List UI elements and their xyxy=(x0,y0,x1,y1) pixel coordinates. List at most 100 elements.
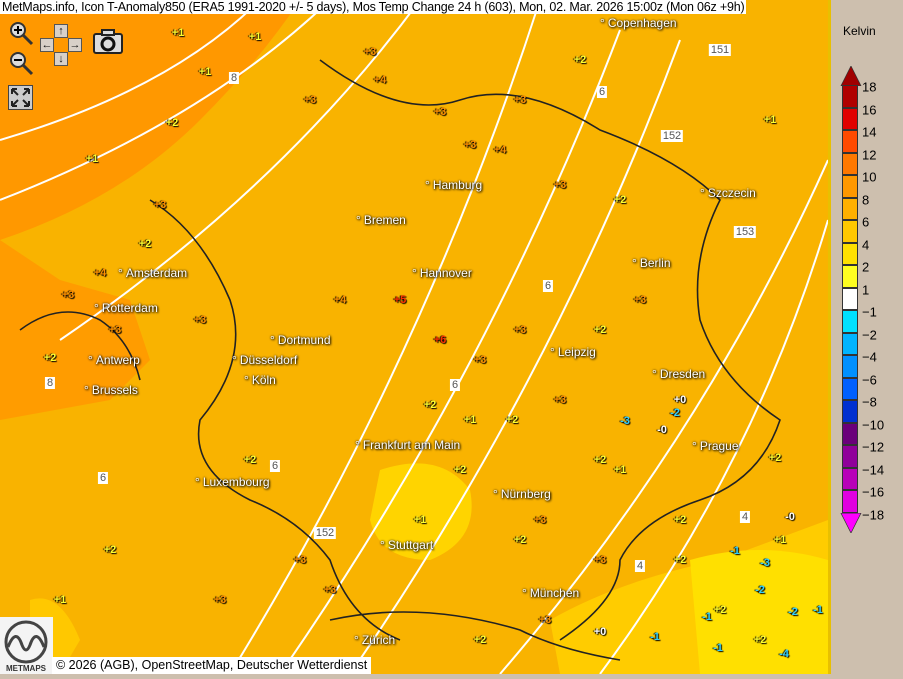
anomaly-value: +2 xyxy=(243,454,257,466)
anomaly-value: +2 xyxy=(673,514,687,526)
legend-tick: −4 xyxy=(862,349,877,365)
anomaly-value: +2 xyxy=(423,399,437,411)
isobar-label: 152 xyxy=(313,527,337,539)
legend-tick: −18 xyxy=(862,507,885,522)
city-label: Prague xyxy=(692,439,739,453)
city-label: Düsseldorf xyxy=(232,353,297,367)
anomaly-value: +2 xyxy=(593,324,607,336)
anomaly-value: +1 xyxy=(413,514,427,526)
isobar-label: 152 xyxy=(660,130,684,142)
anomaly-value: +3 xyxy=(553,394,567,406)
legend-tick: 12 xyxy=(862,147,877,162)
city-label: Luxembourg xyxy=(195,475,270,489)
pan-right-icon[interactable]: → xyxy=(68,38,82,52)
city-label: Szczecin xyxy=(700,186,756,200)
anomaly-value: +2 xyxy=(43,352,57,364)
legend-tick: 8 xyxy=(862,192,870,207)
legend-tick: 14 xyxy=(862,124,877,140)
legend-tick: −6 xyxy=(862,372,877,387)
isoline xyxy=(279,29,621,674)
legend-tick: −16 xyxy=(862,484,885,500)
anomaly-value: -0 xyxy=(785,511,795,523)
isobar-label: 8 xyxy=(228,72,240,84)
anomaly-value: -2 xyxy=(670,407,680,419)
isoline xyxy=(0,0,331,201)
fullscreen-button[interactable] xyxy=(8,85,33,115)
anomaly-area-2 xyxy=(690,550,828,674)
country-border xyxy=(329,611,621,661)
anomaly-value: +1 xyxy=(463,414,477,426)
anomaly-value: -3 xyxy=(760,557,770,569)
anomaly-value: +4 xyxy=(333,294,347,306)
anomaly-value: +3 xyxy=(633,294,647,306)
isoline xyxy=(499,159,828,674)
anomaly-value: +0 xyxy=(593,626,607,638)
zoom-out-button[interactable] xyxy=(8,50,34,81)
isobar-label: 6 xyxy=(542,280,554,292)
anomaly-value: +3 xyxy=(533,514,547,526)
anomaly-value: +2 xyxy=(505,414,519,426)
legend-tick: −8 xyxy=(862,394,877,410)
isoline xyxy=(229,0,541,674)
anomaly-value: +3 xyxy=(193,314,207,326)
legend-swatch xyxy=(842,287,858,310)
anomaly-value: +6 xyxy=(433,334,447,346)
anomaly-value: +3 xyxy=(108,324,122,336)
legend-swatch xyxy=(842,175,858,198)
anomaly-value: +3 xyxy=(213,594,227,606)
anomaly-area-4 xyxy=(370,463,472,560)
svg-text:METMAPS: METMAPS xyxy=(6,664,47,673)
legend-tick: −10 xyxy=(862,417,885,432)
anomaly-value: -0 xyxy=(657,424,667,436)
city-label: Zürich xyxy=(354,633,395,647)
zoom-out-icon xyxy=(10,52,34,76)
metmaps-logo: METMAPS xyxy=(0,617,53,674)
anomaly-value: +2 xyxy=(573,54,587,66)
weather-map[interactable]: Copenhagen Szczecin Hamburg Bremen Amsterdam… xyxy=(0,0,828,674)
anomaly-value: +3 xyxy=(513,94,527,106)
pan-control[interactable]: ↑ ← → ↓ xyxy=(40,24,82,66)
anomaly-value: +5 xyxy=(393,294,407,306)
screenshot-button[interactable] xyxy=(93,29,123,60)
color-legend: Kelvin 18 16 14 12 10 8 6 4 2 1 −1 −2 −4 −6 −8 −10 −12 −1… xyxy=(828,0,903,674)
anomaly-value: +2 xyxy=(753,634,767,646)
legend-tick: 10 xyxy=(862,169,877,185)
pan-down-icon[interactable]: ↓ xyxy=(54,52,68,66)
city-label: Amsterdam xyxy=(118,266,187,280)
legend-swatch xyxy=(842,152,858,175)
isobar-label: 6 xyxy=(269,460,281,472)
isoline xyxy=(599,219,828,674)
city-label: Frankfurt am Main xyxy=(355,438,460,452)
anomaly-value: -4 xyxy=(779,648,789,660)
anomaly-value: +1 xyxy=(53,594,67,606)
city-label: Rotterdam xyxy=(94,301,158,315)
legend-tick: −14 xyxy=(862,462,885,477)
anomaly-value: +3 xyxy=(593,554,607,566)
legend-tick: 4 xyxy=(862,237,870,252)
anomaly-value: -1 xyxy=(730,545,740,557)
isobar-label: 151 xyxy=(708,44,732,56)
country-border xyxy=(149,199,401,641)
anomaly-value: +4 xyxy=(93,267,107,279)
map-title: MetMaps.info, Icon T-Anomaly850 (ERA5 19… xyxy=(0,0,747,14)
anomaly-value: +2 xyxy=(593,454,607,466)
zoom-in-button[interactable] xyxy=(8,20,34,51)
isobar-label: 4 xyxy=(634,560,646,572)
anomaly-value: +4 xyxy=(493,144,507,156)
anomaly-value: +3 xyxy=(513,324,527,336)
pan-up-icon[interactable]: ↑ xyxy=(54,24,68,38)
anomaly-value: +3 xyxy=(363,46,377,58)
legend-tick: 18 xyxy=(862,79,877,95)
legend-tick: −2 xyxy=(862,327,877,342)
anomaly-value: +2 xyxy=(453,464,467,476)
legend-swatch xyxy=(842,107,858,130)
pan-left-icon[interactable]: ← xyxy=(40,38,54,52)
legend-swatch xyxy=(842,422,858,445)
legend-swatch xyxy=(842,197,858,220)
isobar-label: 4 xyxy=(739,511,751,523)
city-label: Nürnberg xyxy=(493,487,551,501)
anomaly-value: +4 xyxy=(373,74,387,86)
legend-tick: 6 xyxy=(862,214,870,230)
anomaly-value: +3 xyxy=(538,614,552,626)
isobar-label: 6 xyxy=(449,379,461,391)
